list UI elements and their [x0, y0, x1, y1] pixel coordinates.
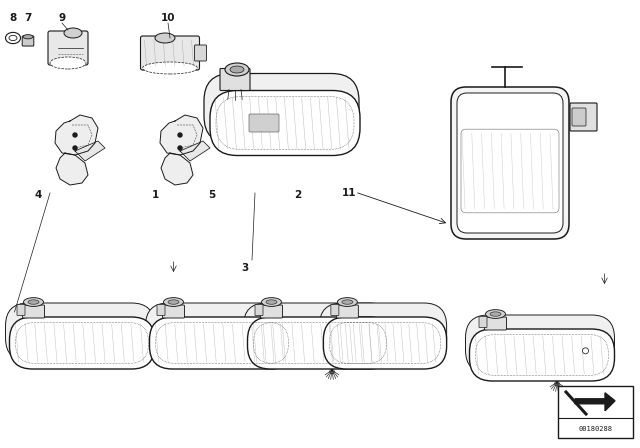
FancyBboxPatch shape	[323, 317, 447, 369]
Text: 9: 9	[58, 13, 65, 23]
FancyBboxPatch shape	[150, 317, 294, 369]
Polygon shape	[55, 115, 98, 155]
FancyBboxPatch shape	[220, 69, 250, 90]
Ellipse shape	[6, 32, 20, 43]
FancyBboxPatch shape	[260, 305, 282, 318]
FancyBboxPatch shape	[243, 303, 392, 361]
FancyBboxPatch shape	[6, 303, 154, 361]
Ellipse shape	[266, 300, 277, 304]
FancyBboxPatch shape	[572, 108, 586, 126]
FancyBboxPatch shape	[48, 31, 88, 65]
Polygon shape	[56, 153, 88, 185]
FancyBboxPatch shape	[248, 317, 392, 369]
Ellipse shape	[486, 310, 506, 319]
Text: 4: 4	[35, 190, 42, 200]
Ellipse shape	[230, 66, 244, 73]
Ellipse shape	[50, 57, 86, 69]
FancyBboxPatch shape	[145, 303, 294, 361]
Circle shape	[73, 146, 77, 150]
Ellipse shape	[337, 297, 357, 306]
FancyBboxPatch shape	[22, 36, 34, 46]
Bar	[558, 386, 633, 438]
FancyBboxPatch shape	[22, 305, 45, 318]
Circle shape	[178, 146, 182, 150]
Polygon shape	[75, 141, 105, 161]
FancyBboxPatch shape	[337, 305, 358, 318]
Text: 11: 11	[342, 188, 356, 198]
Polygon shape	[180, 141, 210, 161]
Ellipse shape	[163, 297, 184, 306]
FancyBboxPatch shape	[331, 305, 339, 315]
Ellipse shape	[155, 33, 175, 43]
Text: 10: 10	[161, 13, 175, 23]
FancyBboxPatch shape	[204, 73, 359, 143]
Text: 1: 1	[152, 190, 159, 200]
FancyBboxPatch shape	[141, 36, 200, 70]
Text: 00180288: 00180288	[579, 426, 612, 432]
FancyBboxPatch shape	[255, 305, 263, 315]
Ellipse shape	[225, 63, 249, 76]
FancyBboxPatch shape	[163, 305, 184, 318]
Ellipse shape	[143, 62, 198, 74]
FancyBboxPatch shape	[457, 93, 563, 233]
Text: 2: 2	[294, 190, 301, 200]
FancyBboxPatch shape	[470, 329, 614, 381]
Ellipse shape	[168, 300, 179, 304]
Text: 6: 6	[534, 190, 541, 200]
Ellipse shape	[9, 35, 17, 41]
FancyBboxPatch shape	[157, 305, 165, 315]
FancyBboxPatch shape	[249, 114, 279, 132]
FancyBboxPatch shape	[10, 317, 154, 369]
Circle shape	[178, 133, 182, 137]
Text: 8: 8	[10, 13, 17, 23]
Ellipse shape	[64, 28, 82, 38]
FancyBboxPatch shape	[461, 129, 559, 213]
Ellipse shape	[24, 297, 44, 306]
FancyBboxPatch shape	[479, 316, 487, 327]
FancyBboxPatch shape	[319, 303, 447, 361]
FancyBboxPatch shape	[465, 315, 614, 373]
FancyBboxPatch shape	[17, 305, 25, 315]
Circle shape	[73, 133, 77, 137]
FancyBboxPatch shape	[210, 90, 360, 155]
Text: 3: 3	[241, 263, 248, 273]
Ellipse shape	[262, 297, 282, 306]
Ellipse shape	[28, 300, 39, 304]
FancyBboxPatch shape	[484, 317, 506, 330]
FancyBboxPatch shape	[195, 45, 207, 61]
Ellipse shape	[23, 34, 33, 39]
Text: 7: 7	[24, 13, 32, 23]
Polygon shape	[160, 115, 203, 155]
FancyBboxPatch shape	[570, 103, 597, 131]
Polygon shape	[161, 153, 193, 185]
FancyBboxPatch shape	[451, 87, 569, 239]
Ellipse shape	[342, 300, 353, 304]
Text: 5: 5	[209, 190, 216, 200]
Polygon shape	[575, 393, 615, 411]
Ellipse shape	[490, 312, 501, 316]
